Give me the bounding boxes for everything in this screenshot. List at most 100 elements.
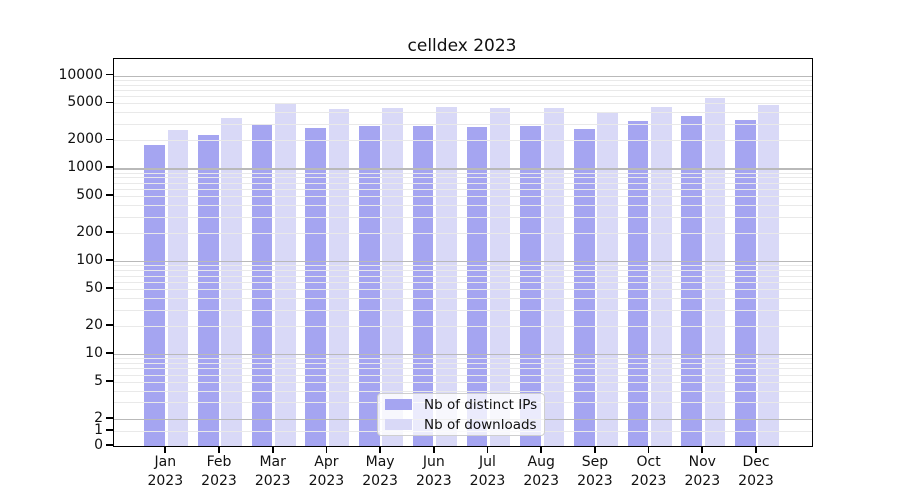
x-tick (164, 447, 167, 453)
gridline-minor (114, 368, 812, 370)
y-tick-label: 100 (76, 252, 103, 269)
gridline-minor (114, 309, 812, 311)
gridline-minor (114, 96, 812, 98)
gridline-minor (114, 177, 812, 179)
chart-title: celldex 2023 (407, 36, 517, 56)
gridline-minor (114, 381, 812, 383)
y-tick (106, 324, 113, 326)
bar-downloads-aug (543, 108, 565, 446)
y-tick-label: 0 (94, 437, 103, 453)
y-tick-label: 20 (85, 317, 103, 333)
gridline-minor (114, 326, 812, 327)
gridline-minor (114, 289, 812, 290)
gridline-minor (114, 216, 812, 218)
y-tick-label: 500 (76, 187, 103, 204)
plot-area (113, 58, 813, 447)
legend-swatch-distinct-ips (385, 399, 412, 410)
y-tick (106, 138, 113, 141)
x-tick-label-aug: Aug 2023 (523, 454, 559, 489)
gridline-major (114, 75, 812, 77)
x-tick-label-feb: Feb 2023 (201, 454, 237, 489)
x-tick-label-may: May 2023 (362, 454, 398, 489)
gridline-minor (114, 79, 812, 81)
gridline-minor (114, 205, 812, 207)
bar-downloads-sep (597, 112, 618, 446)
bar-distinct-ips-oct (627, 121, 649, 446)
gridline-minor (114, 233, 812, 235)
x-tick (701, 447, 704, 453)
bar-downloads-apr (328, 109, 350, 446)
x-tick-label-apr: Apr 2023 (308, 454, 345, 489)
gridline-minor (114, 362, 812, 364)
x-tick-label-jul: Jul 2023 (469, 454, 506, 489)
y-tick (106, 259, 113, 261)
x-tick (432, 447, 435, 453)
legend-row-downloads: Nb of downloads (385, 417, 544, 433)
y-tick (106, 101, 113, 104)
x-tick-label-mar: Mar 2023 (254, 454, 291, 489)
y-tick (106, 287, 113, 289)
bar-downloads-jul (489, 107, 511, 446)
x-tick (218, 447, 220, 453)
gridline-minor (114, 103, 812, 105)
y-tick (106, 73, 113, 76)
bar-distinct-ips-apr (305, 127, 327, 446)
y-tick-label: 2 (94, 409, 103, 426)
y-tick (106, 444, 113, 446)
gridline-minor (114, 390, 812, 392)
bar-distinct-ips-feb (198, 134, 219, 446)
gridline-minor (114, 270, 812, 272)
gridline-minor (114, 89, 812, 91)
y-tick-label: 1 (94, 422, 103, 438)
x-tick-label-jan: Jan 2023 (147, 454, 184, 489)
gridline-major (114, 168, 812, 170)
x-tick-label-nov: Nov 2023 (684, 454, 721, 489)
x-tick (325, 447, 328, 453)
legend: Nb of distinct IPs Nb of downloads (377, 393, 545, 436)
y-tick-label: 10 (85, 344, 103, 361)
x-tick-label-dec: Dec 2023 (738, 454, 774, 489)
bar-distinct-ips-jul (466, 126, 488, 446)
bar-distinct-ips-dec (735, 120, 756, 446)
y-tick (106, 231, 113, 234)
bar-downloads-oct (650, 107, 672, 446)
bar-downloads-jan (167, 129, 189, 446)
x-tick-label-oct: Oct 2023 (630, 454, 667, 489)
y-tick (106, 416, 113, 419)
gridline-major (114, 353, 812, 356)
y-tick-label: 5000 (67, 94, 103, 111)
gridline-minor (114, 358, 812, 360)
gridline-minor (114, 281, 812, 283)
y-tick-label: 1000 (67, 159, 103, 176)
bar-distinct-ips-sep (573, 128, 595, 446)
bar-downloads-nov (704, 97, 726, 446)
gridline-minor (114, 182, 812, 184)
bar-distinct-ips-mar (251, 123, 273, 446)
x-tick (379, 447, 381, 453)
y-tick-label: 50 (85, 280, 103, 296)
gridline-minor (114, 172, 812, 174)
x-tick (540, 447, 543, 453)
x-tick (755, 447, 757, 453)
gridline-major (114, 261, 812, 263)
legend-label-distinct-ips: Nb of distinct IPs (424, 396, 538, 413)
bar-downloads-jun (436, 107, 457, 446)
y-tick (106, 352, 113, 354)
x-tick-label-jun: Jun 2023 (415, 454, 452, 489)
x-tick (594, 447, 596, 453)
gridline-minor (114, 140, 812, 142)
legend-row-distinct-ips: Nb of distinct IPs (385, 397, 544, 413)
y-tick-label: 5 (94, 372, 103, 389)
x-tick-label-sep: Sep 2023 (577, 454, 613, 489)
legend-swatch-downloads (385, 419, 412, 430)
bar-downloads-may (382, 108, 404, 446)
x-tick (271, 447, 274, 453)
y-tick (106, 379, 113, 382)
y-tick-label: 200 (76, 224, 103, 241)
gridline-minor (114, 275, 812, 277)
gridline-minor (114, 298, 812, 299)
y-tick (106, 166, 113, 169)
x-tick (486, 447, 489, 453)
y-tick-label: 2000 (67, 131, 103, 148)
